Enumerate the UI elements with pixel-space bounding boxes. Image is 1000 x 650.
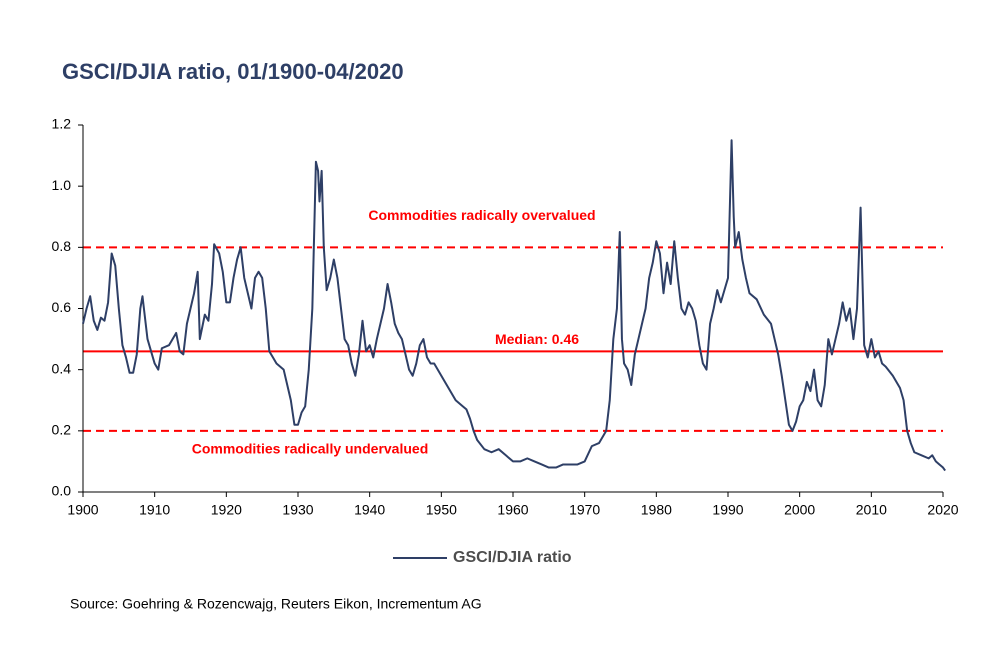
- y-tick-label: 1.0: [52, 177, 72, 193]
- reference-label: Commodities radically undervalued: [192, 441, 429, 457]
- x-tick-label: 1920: [211, 502, 242, 518]
- x-tick-label: 1950: [426, 502, 457, 518]
- x-tick-label: 1910: [139, 502, 170, 518]
- y-tick-label: 0.8: [52, 238, 72, 254]
- y-tick-label: 0.2: [52, 422, 72, 438]
- legend-label: GSCI/DJIA ratio: [453, 549, 572, 566]
- y-tick-label: 1.2: [52, 116, 72, 132]
- source-note: Source: Goehring & Rozencwajg, Reuters E…: [70, 596, 482, 612]
- reference-label: Commodities radically overvalued: [368, 207, 595, 223]
- x-tick-label: 1970: [569, 502, 600, 518]
- y-tick-label: 0.0: [52, 483, 72, 499]
- y-tick-label: 0.6: [52, 299, 72, 315]
- x-tick-label: 1960: [497, 502, 528, 518]
- x-tick-label: 2000: [784, 502, 815, 518]
- x-tick-label: 1930: [282, 502, 313, 518]
- x-tick-label: 2010: [856, 502, 887, 518]
- y-tick-label: 0.4: [52, 360, 72, 376]
- x-tick-label: 1900: [67, 502, 98, 518]
- x-tick-label: 1940: [354, 502, 385, 518]
- data-line: [82, 139, 946, 472]
- x-tick-label: 2020: [927, 502, 958, 518]
- x-tick-label: 1990: [712, 502, 743, 518]
- reference-label: Median: 0.46: [495, 331, 579, 347]
- chart-title: GSCI/DJIA ratio, 01/1900-04/2020: [62, 59, 404, 84]
- x-tick-label: 1980: [641, 502, 672, 518]
